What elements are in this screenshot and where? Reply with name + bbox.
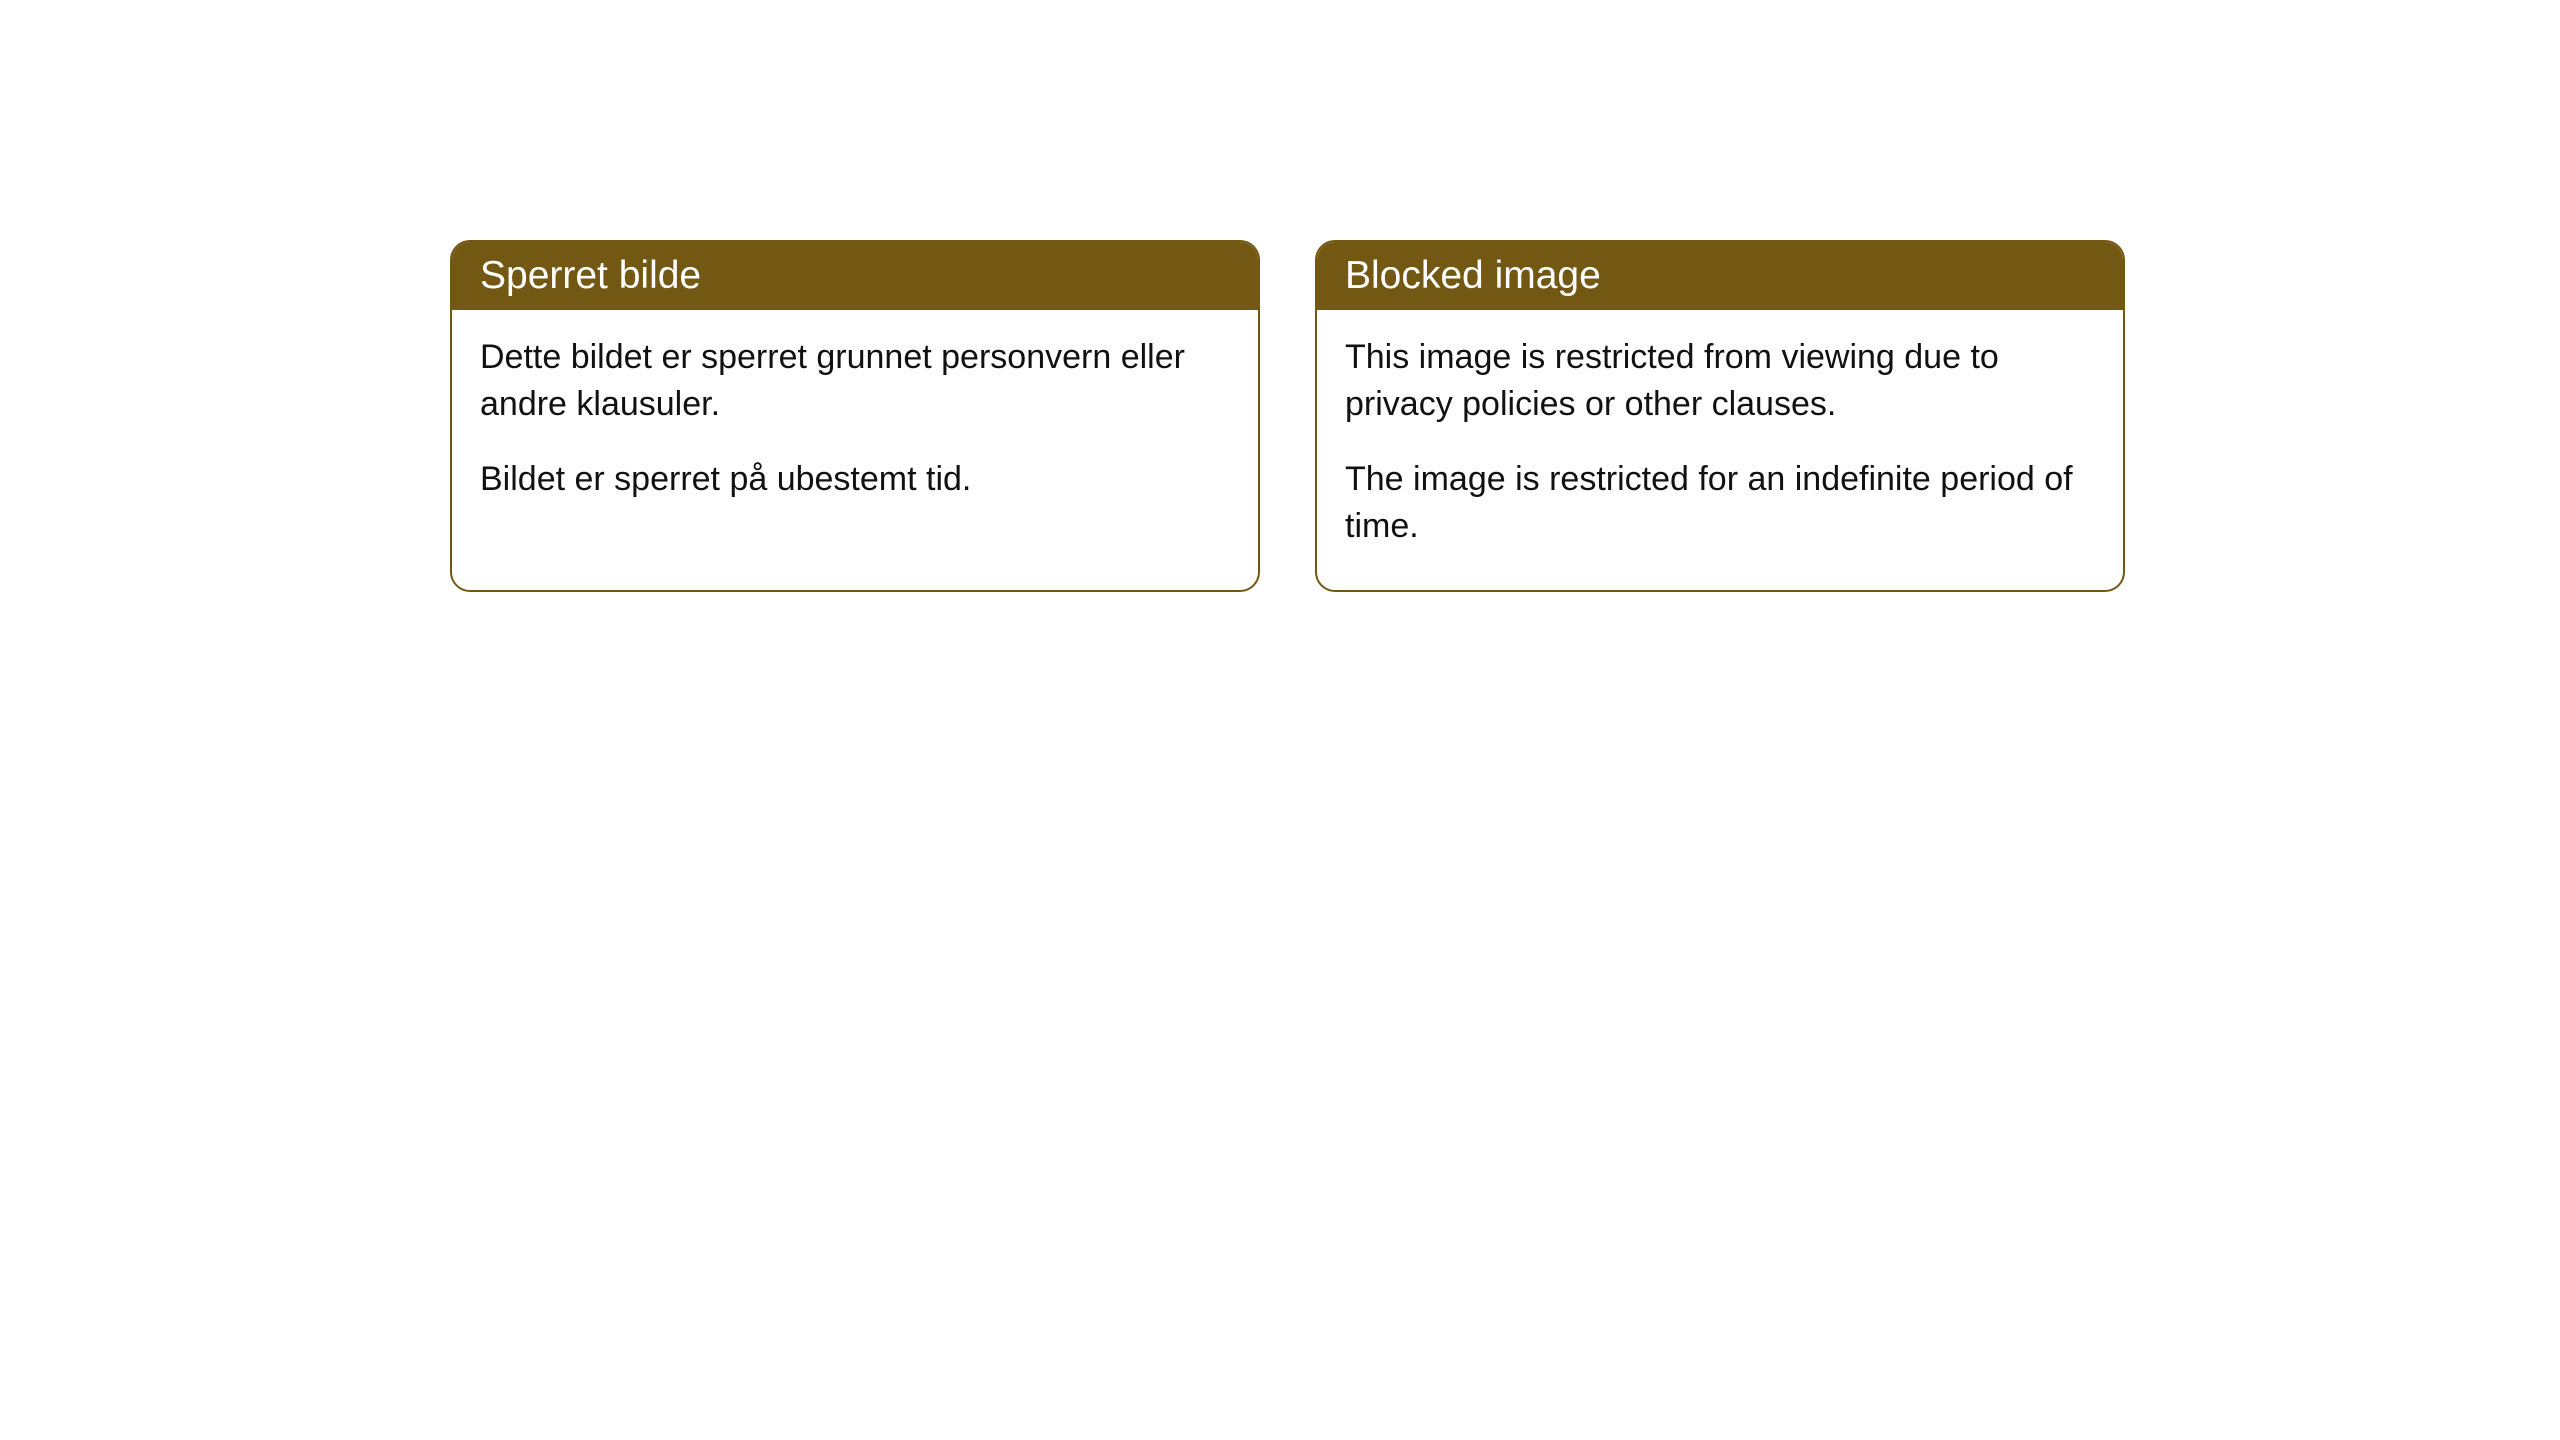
card-title: Sperret bilde — [480, 254, 701, 297]
card-body: Dette bildet er sperret grunnet personve… — [452, 310, 1258, 543]
card-header: Blocked image — [1317, 242, 2123, 310]
card-body: This image is restricted from viewing du… — [1317, 310, 2123, 590]
card-paragraph: Bildet er sperret på ubestemt tid. — [480, 456, 1230, 503]
card-title: Blocked image — [1345, 254, 1601, 297]
card-paragraph: This image is restricted from viewing du… — [1345, 334, 2095, 428]
card-paragraph: The image is restricted for an indefinit… — [1345, 456, 2095, 550]
card-paragraph: Dette bildet er sperret grunnet personve… — [480, 334, 1230, 428]
blocked-image-card-no: Sperret bilde Dette bildet er sperret gr… — [450, 240, 1260, 592]
blocked-image-card-en: Blocked image This image is restricted f… — [1315, 240, 2125, 592]
notice-cards-container: Sperret bilde Dette bildet er sperret gr… — [450, 240, 2125, 592]
card-header: Sperret bilde — [452, 242, 1258, 310]
